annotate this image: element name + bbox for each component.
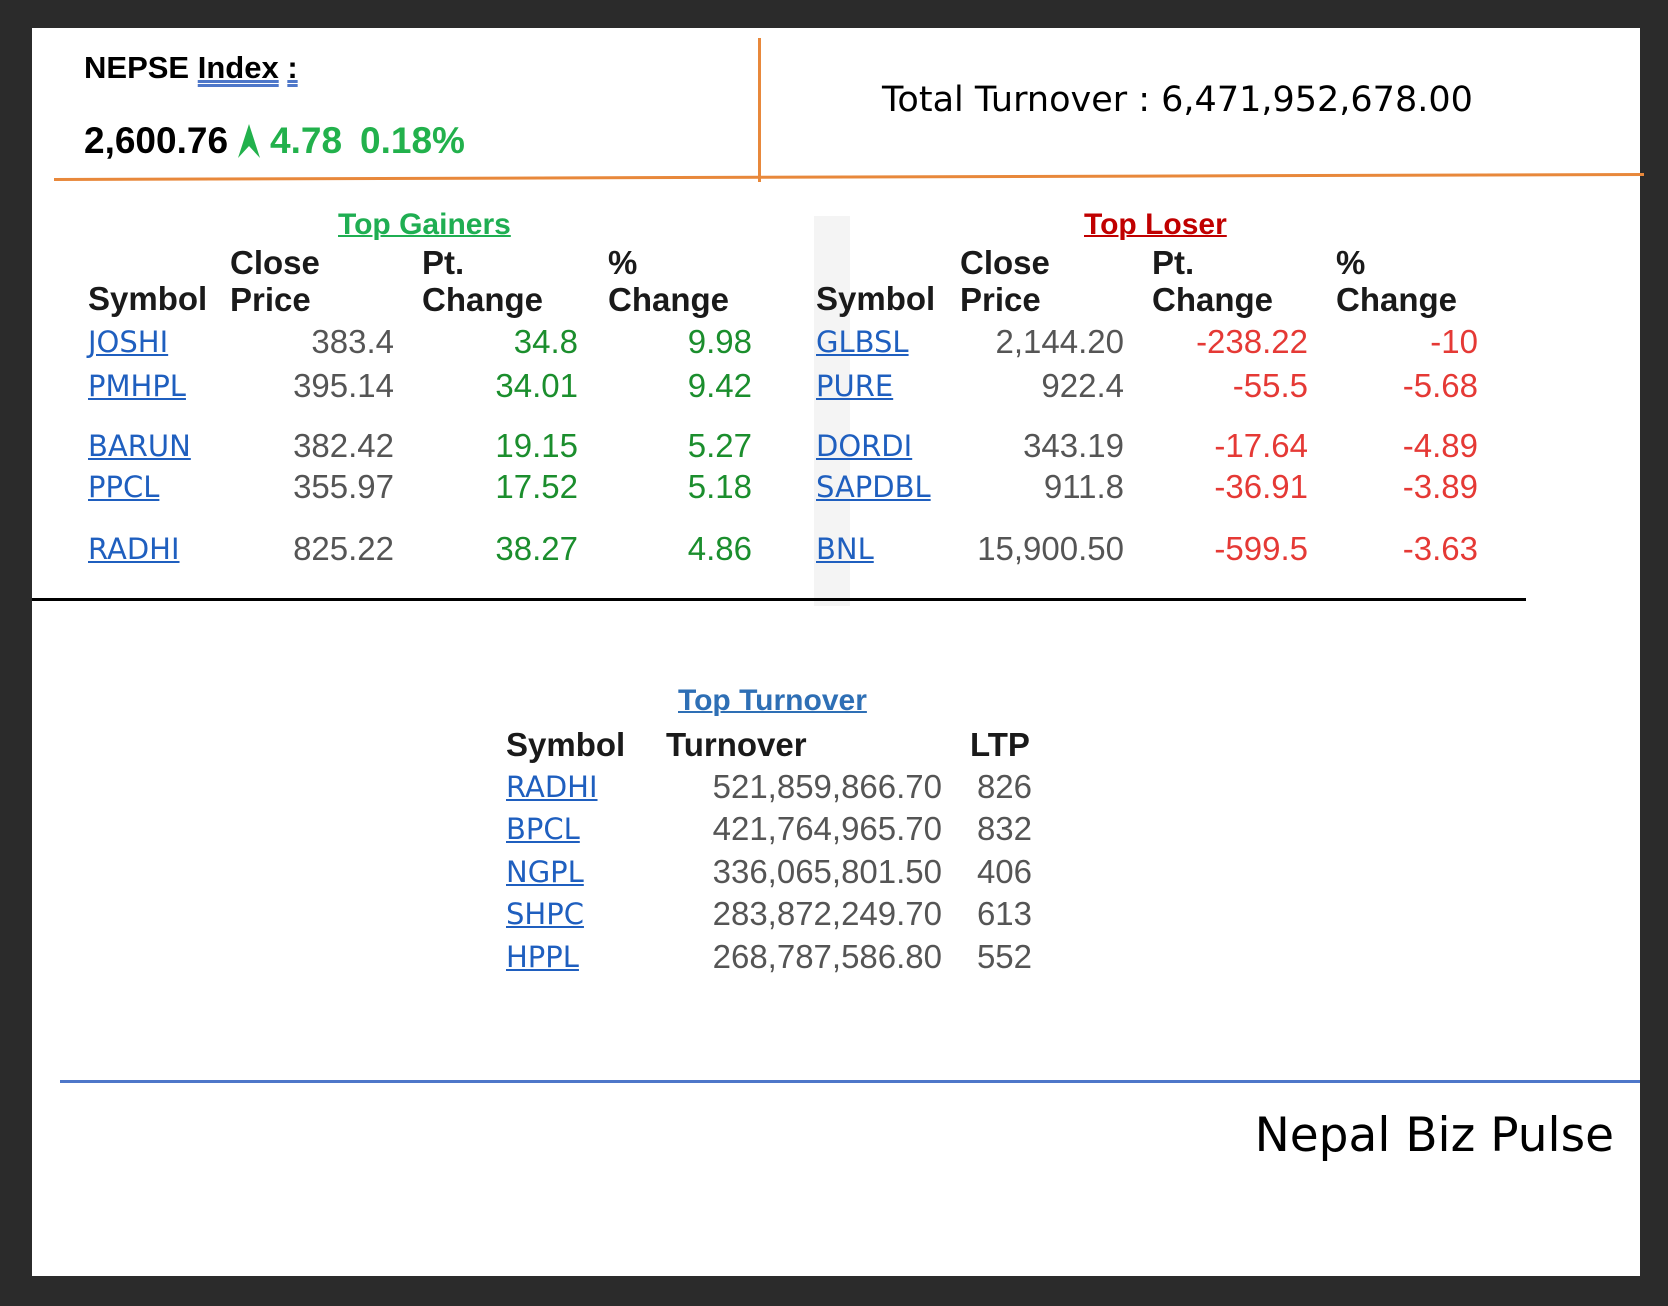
loser-pt-change: -55.5 — [1232, 367, 1308, 404]
loser-close-price: 343.19 — [1023, 427, 1124, 464]
loser-pt-change: -17.64 — [1214, 427, 1308, 464]
gainer-pt-change: 17.52 — [495, 468, 578, 505]
gainer-pt-change: 38.27 — [495, 530, 578, 567]
turnover-ltp: 826 — [976, 768, 1032, 805]
gainer-close-price: 395.14 — [293, 367, 394, 404]
loser-close-price: 15,900.50 — [977, 530, 1124, 567]
loser-symbol-link[interactable]: SAPDBL — [816, 470, 931, 504]
turnover-ltp: 406 — [976, 853, 1032, 890]
loser-pct-change: -4.89 — [1402, 427, 1478, 464]
gainer-symbol-link[interactable]: PPCL — [88, 470, 160, 504]
loser-pct-change: -10 — [1430, 323, 1478, 360]
top-turnover-title: Top Turnover — [678, 684, 867, 717]
turnover-value: 283,872,249.70 — [712, 895, 942, 932]
gainer-pt-change: 19.15 — [495, 427, 578, 464]
brand-name: Nepal Biz Pulse — [1254, 1108, 1614, 1163]
gainer-pct-change: 9.98 — [687, 323, 752, 360]
turnover-value: 336,065,801.50 — [712, 853, 942, 890]
gainer-symbol-link[interactable]: PMHPL — [88, 369, 186, 403]
turnover-ltp: 613 — [976, 895, 1032, 932]
gainer-symbol-link[interactable]: JOSHI — [88, 325, 169, 359]
turnover-value: 521,859,866.70 — [712, 768, 942, 805]
index-label-suffix: : — [287, 50, 298, 85]
loser-symbol-link[interactable]: BNL — [816, 532, 874, 566]
gainer-pct-change: 5.27 — [687, 427, 752, 464]
gainers-header-symbol: Symbol — [88, 280, 208, 317]
gainers-header-pt-line1: Pt. — [422, 244, 465, 281]
loser-pt-change: -599.5 — [1214, 530, 1308, 567]
arrow-up-icon — [238, 124, 261, 158]
turnover-header-symbol: Symbol — [506, 726, 626, 763]
index-percent-change: 0.18% — [360, 120, 465, 161]
turnover-symbol-link[interactable]: SHPC — [506, 897, 584, 931]
loser-symbol-link[interactable]: DORDI — [816, 429, 913, 463]
turnover-symbol-link[interactable]: RADHI — [506, 770, 598, 804]
gainer-close-price: 382.42 — [293, 427, 394, 464]
gainers-header-close: Close Price — [230, 244, 320, 318]
index-label-word: Index — [197, 50, 279, 85]
total-turnover: Total Turnover : 6,471,952,678.00 — [882, 80, 1473, 120]
gainers-header-close-line2: Price — [230, 281, 311, 318]
loser-pt-change: -36.91 — [1214, 468, 1308, 505]
loser-pt-change: -238.22 — [1196, 323, 1308, 360]
gainer-close-price: 355.97 — [293, 468, 394, 505]
table-separator-band — [814, 216, 850, 606]
index-label-prefix: NEPSE — [84, 50, 190, 85]
header-divider-horizontal — [53, 173, 1644, 181]
gainer-pt-change: 34.8 — [513, 323, 578, 360]
gainers-header-close-line1: Close — [230, 244, 320, 281]
losers-header-pct-line1: % — [1336, 244, 1366, 281]
loser-close-price: 2,144.20 — [995, 323, 1124, 360]
loser-symbol-link[interactable]: GLBSL — [816, 325, 909, 359]
losers-header-pct-line2: Change — [1336, 281, 1458, 318]
gainers-header-pt-line2: Change — [422, 281, 544, 318]
gainers-header-pct-line2: Change — [608, 281, 730, 318]
gainer-pct-change: 9.42 — [687, 367, 752, 404]
losers-header-pt-line1: Pt. — [1152, 244, 1195, 281]
turnover-symbol-link[interactable]: NGPL — [506, 855, 584, 889]
index-value: 2,600.76 — [84, 120, 229, 161]
loser-close-price: 922.4 — [1041, 367, 1124, 404]
loser-pct-change: -3.63 — [1402, 530, 1478, 567]
turnover-value: 421,764,965.70 — [712, 810, 942, 847]
turnover-symbol-link[interactable]: HPPL — [506, 940, 579, 974]
loser-symbol-link[interactable]: PURE — [816, 369, 894, 403]
footer-divider — [60, 1080, 1640, 1083]
losers-header-symbol: Symbol — [816, 280, 936, 317]
gainer-pt-change: 34.01 — [495, 367, 578, 404]
index-title: NEPSE Index : — [84, 50, 298, 86]
losers-header-close-line2: Price — [960, 281, 1041, 318]
loser-pct-change: -5.68 — [1402, 367, 1478, 404]
turnover-header-ltp: LTP — [970, 726, 1030, 763]
losers-header-pt-change: Pt. Change — [1152, 244, 1273, 318]
gainers-header-pct-line1: % — [608, 244, 638, 281]
loser-pct-change: -3.89 — [1402, 468, 1478, 505]
index-point-change: 4.78 — [270, 120, 343, 161]
gainer-close-price: 825.22 — [293, 530, 394, 567]
top-loser-title: Top Loser — [1084, 208, 1227, 241]
losers-header-close-line1: Close — [960, 244, 1050, 281]
index-summary: 2,600.76 4.78 0.18% — [84, 120, 465, 162]
gainer-pct-change: 4.86 — [687, 530, 752, 567]
gainers-header-pct-change: % Change — [608, 244, 729, 318]
turnover-value: 268,787,586.80 — [712, 938, 942, 975]
section-divider — [32, 598, 1526, 601]
turnover-ltp: 552 — [976, 938, 1032, 975]
header-divider-vertical — [758, 38, 761, 182]
turnover-symbol-link[interactable]: BPCL — [506, 812, 580, 846]
turnover-header-turnover: Turnover — [666, 726, 807, 763]
losers-header-pct-change: % Change — [1336, 244, 1457, 318]
turnover-ltp: 832 — [976, 810, 1032, 847]
market-summary-sheet: NEPSE Index : 2,600.76 4.78 0.18% Total … — [32, 28, 1644, 1276]
gainer-symbol-link[interactable]: BARUN — [88, 429, 191, 463]
gainer-symbol-link[interactable]: RADHI — [88, 532, 180, 566]
gainers-header-pt-change: Pt. Change — [422, 244, 543, 318]
losers-header-pt-line2: Change — [1152, 281, 1274, 318]
gainer-pct-change: 5.18 — [687, 468, 752, 505]
top-gainers-title: Top Gainers — [338, 208, 511, 241]
losers-header-close: Close Price — [960, 244, 1050, 318]
loser-close-price: 911.8 — [1043, 468, 1124, 505]
gainer-close-price: 383.4 — [311, 323, 394, 360]
